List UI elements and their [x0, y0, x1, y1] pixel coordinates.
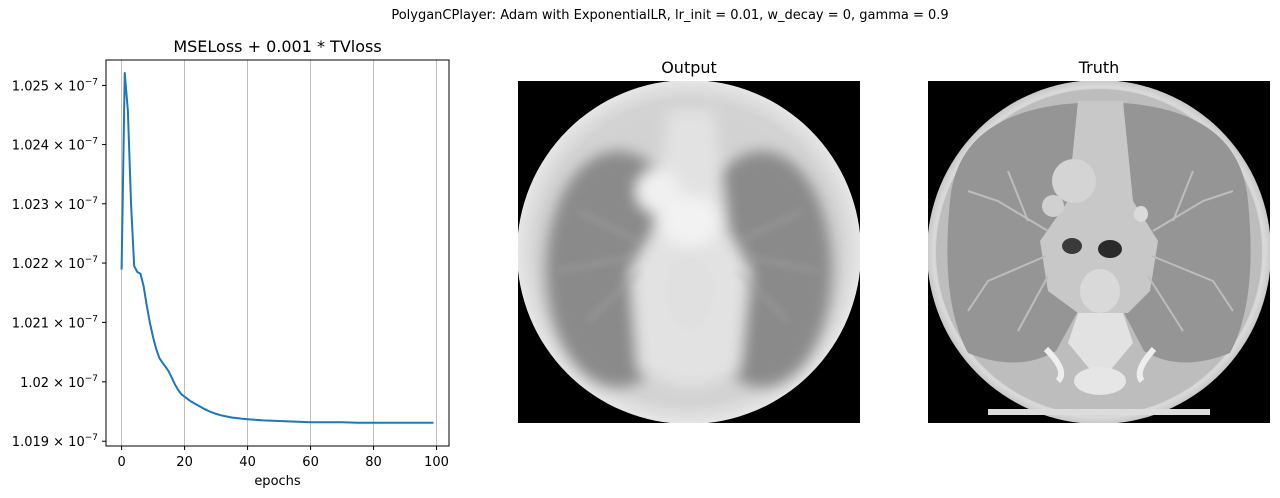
y-axis-ticks: 1.019 × 10−7 1.02 × 10−7 1.021 × 10−7 1.022…: [12, 77, 106, 450]
x-tick-label: 60: [302, 455, 319, 470]
y-tick-label: 1.023 × 10−7: [12, 196, 98, 213]
truth-image: [928, 81, 1270, 423]
chart-title: MSELoss + 0.001 * TVloss: [173, 37, 381, 56]
x-tick-label: 20: [176, 455, 193, 470]
y-tick-label: 1.025 × 10−7: [12, 77, 98, 94]
figure-suptitle: PolyganCPlayer: Adam with ExponentialLR,…: [391, 8, 949, 23]
truth-image-title: Truth: [1078, 58, 1120, 77]
loss-chart: 0 20 40 60 80 100 1.019 × 10−7 1.02 × 10−7 1.02…: [12, 37, 450, 489]
y-tick-label: 1.02 × 10−7: [20, 374, 98, 391]
x-tick-label: 80: [365, 455, 382, 470]
output-image-title: Output: [661, 58, 717, 77]
x-tick-label: 0: [117, 455, 125, 470]
x-gridlines: [121, 60, 437, 446]
x-axis-label: epochs: [254, 474, 301, 489]
x-tick-label: 40: [239, 455, 256, 470]
y-tick-label: 1.021 × 10−7: [12, 314, 98, 331]
x-tick-label: 100: [424, 455, 449, 470]
plot-frame: [105, 59, 450, 447]
loss-curve-group: [120, 72, 434, 424]
x-axis-ticks: 0 20 40 60 80 100: [117, 446, 449, 470]
y-tick-label: 1.024 × 10−7: [12, 137, 98, 154]
y-tick-label: 1.022 × 10−7: [12, 255, 98, 272]
y-tick-label: 1.019 × 10−7: [12, 433, 98, 450]
output-image: [518, 81, 860, 423]
loss-series-line: [120, 72, 434, 424]
